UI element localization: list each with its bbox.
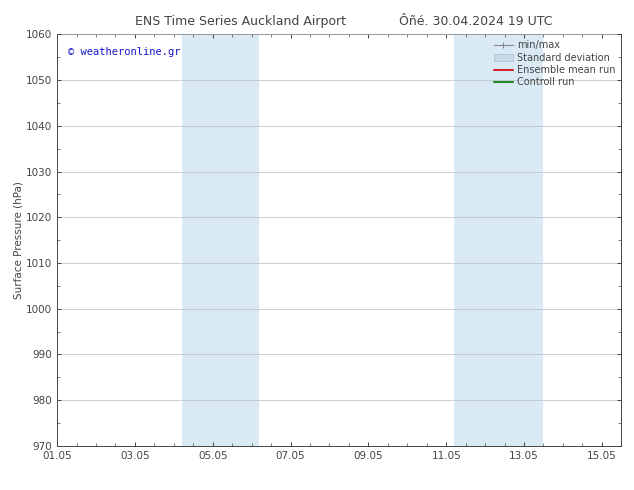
Text: ENS Time Series Auckland Airport: ENS Time Series Auckland Airport xyxy=(136,15,346,28)
Bar xyxy=(181,34,259,446)
Legend: min/max, Standard deviation, Ensemble mean run, Controll run: min/max, Standard deviation, Ensemble me… xyxy=(491,37,618,90)
Text: © weatheronline.gr: © weatheronline.gr xyxy=(68,47,181,57)
Text: Ôñé. 30.04.2024 19 UTC: Ôñé. 30.04.2024 19 UTC xyxy=(399,15,552,28)
Bar xyxy=(454,34,543,446)
Y-axis label: Surface Pressure (hPa): Surface Pressure (hPa) xyxy=(13,181,23,299)
